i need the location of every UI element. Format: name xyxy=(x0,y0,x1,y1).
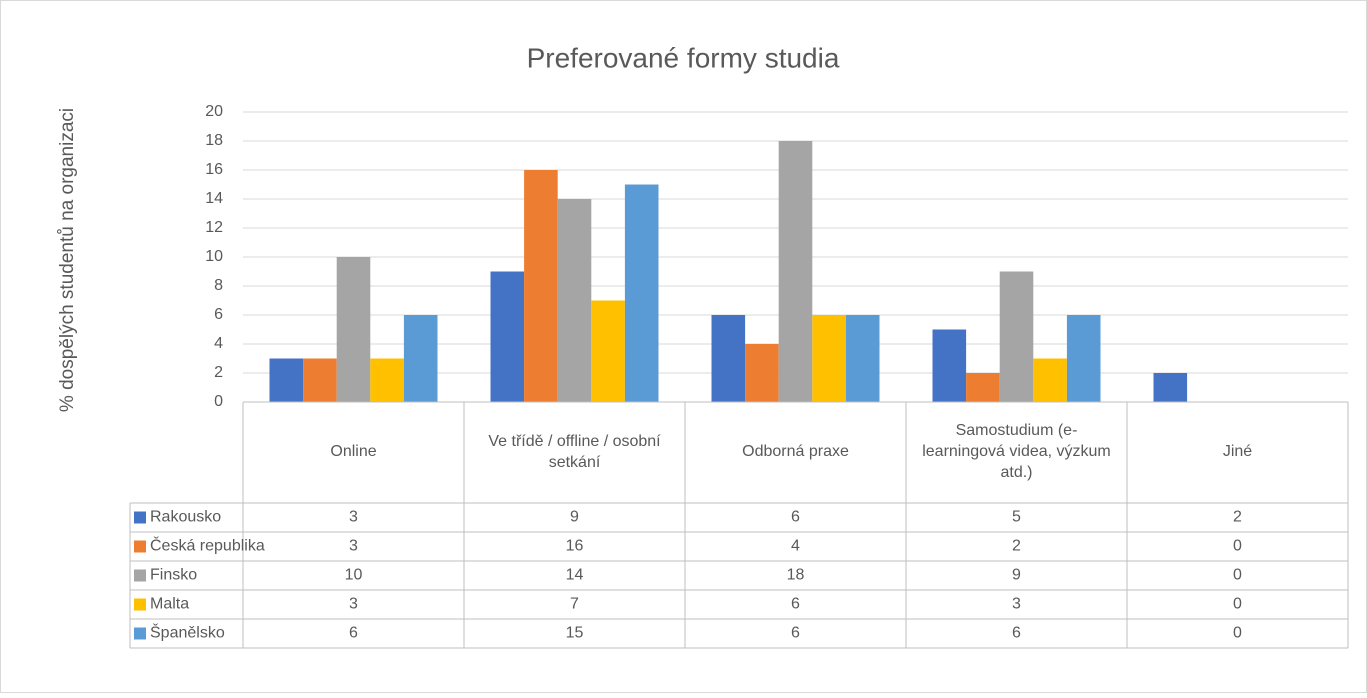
y-tick-label: 6 xyxy=(214,306,223,323)
bar xyxy=(524,170,558,402)
bar xyxy=(336,257,371,402)
category-label-box: Jiné xyxy=(1222,443,1253,461)
y-tick-label: 16 xyxy=(205,161,223,178)
chart-title: Preferované formy studia xyxy=(527,42,840,73)
y-tick-label: 20 xyxy=(205,103,223,120)
table-value: 3 xyxy=(349,596,358,613)
legend-swatch xyxy=(134,511,146,524)
y-tick-label: 2 xyxy=(214,364,223,381)
bar xyxy=(932,329,967,402)
bar xyxy=(557,199,592,402)
table-value: 9 xyxy=(1012,567,1021,584)
bar xyxy=(269,358,304,402)
table-value: 0 xyxy=(1233,538,1242,555)
table-value: 18 xyxy=(787,567,805,584)
table-value: 0 xyxy=(1233,567,1242,584)
bar xyxy=(624,184,659,402)
table-value: 6 xyxy=(791,509,800,526)
y-tick-label: 8 xyxy=(214,277,223,294)
table-value: 14 xyxy=(566,567,584,584)
y-tick-label: 0 xyxy=(214,393,223,410)
bar xyxy=(403,315,438,402)
bar xyxy=(591,300,625,402)
table-value: 6 xyxy=(349,625,358,642)
legend-label: Malta xyxy=(150,596,189,613)
table-value: 6 xyxy=(1012,625,1021,642)
bar xyxy=(966,373,1000,402)
table-value: 4 xyxy=(791,538,800,555)
bar xyxy=(745,344,779,402)
y-tick-label: 14 xyxy=(205,190,223,207)
bar xyxy=(1066,315,1101,402)
legend-swatch xyxy=(134,569,146,582)
y-tick-label: 18 xyxy=(205,132,223,149)
legend-label: Španělsko xyxy=(150,623,225,642)
category-label-box: Online xyxy=(330,443,377,461)
table-value: 6 xyxy=(791,596,800,613)
table-value: 3 xyxy=(1012,596,1021,613)
x-tick-label: Odborná praxe xyxy=(742,443,849,461)
bar xyxy=(711,315,746,402)
y-tick-label: 10 xyxy=(205,248,223,265)
table-value: 9 xyxy=(570,509,579,526)
y-axis-title: % dospělých studentů na organizaci xyxy=(57,108,78,412)
table-value: 0 xyxy=(1233,625,1242,642)
y-tick-label: 12 xyxy=(205,219,223,236)
bar xyxy=(812,315,846,402)
bar xyxy=(999,271,1034,402)
table-value: 15 xyxy=(566,625,584,642)
legend-swatch xyxy=(134,598,146,611)
category-label-box: Ve třídě / offline / osobní setkání xyxy=(488,432,661,471)
legend-label: Finsko xyxy=(150,567,197,584)
table-value: 2 xyxy=(1012,538,1021,555)
table-value: 7 xyxy=(570,596,579,613)
table-value: 2 xyxy=(1233,509,1242,526)
legend-label: Česká republika xyxy=(150,536,265,555)
table-value: 6 xyxy=(791,625,800,642)
category-label-box: Samostudium (e-learningová videa, výzkum… xyxy=(922,422,1111,481)
table-value: 0 xyxy=(1233,596,1242,613)
bar xyxy=(1033,358,1067,402)
y-tick-label: 4 xyxy=(214,335,223,352)
x-tick-label: Ve třídě / offline / osobní setkání xyxy=(488,432,661,471)
x-tick-label: Jiné xyxy=(1222,443,1253,461)
table-value: 3 xyxy=(349,509,358,526)
bar xyxy=(490,271,525,402)
bar xyxy=(778,141,813,402)
x-tick-label: Online xyxy=(330,443,377,461)
table-value: 10 xyxy=(345,567,363,584)
x-tick-label: Samostudium (e-learningová videa, výzkum… xyxy=(922,422,1111,481)
legend-swatch xyxy=(134,627,146,640)
table-value: 3 xyxy=(349,538,358,555)
bar xyxy=(303,358,337,402)
bar xyxy=(1153,373,1188,402)
bar xyxy=(370,358,404,402)
legend-label: Rakousko xyxy=(150,509,221,526)
table-value: 5 xyxy=(1012,509,1021,526)
category-label-box: Odborná praxe xyxy=(742,443,849,461)
legend-swatch xyxy=(134,540,146,553)
bar xyxy=(845,315,880,402)
table-value: 16 xyxy=(566,538,584,555)
